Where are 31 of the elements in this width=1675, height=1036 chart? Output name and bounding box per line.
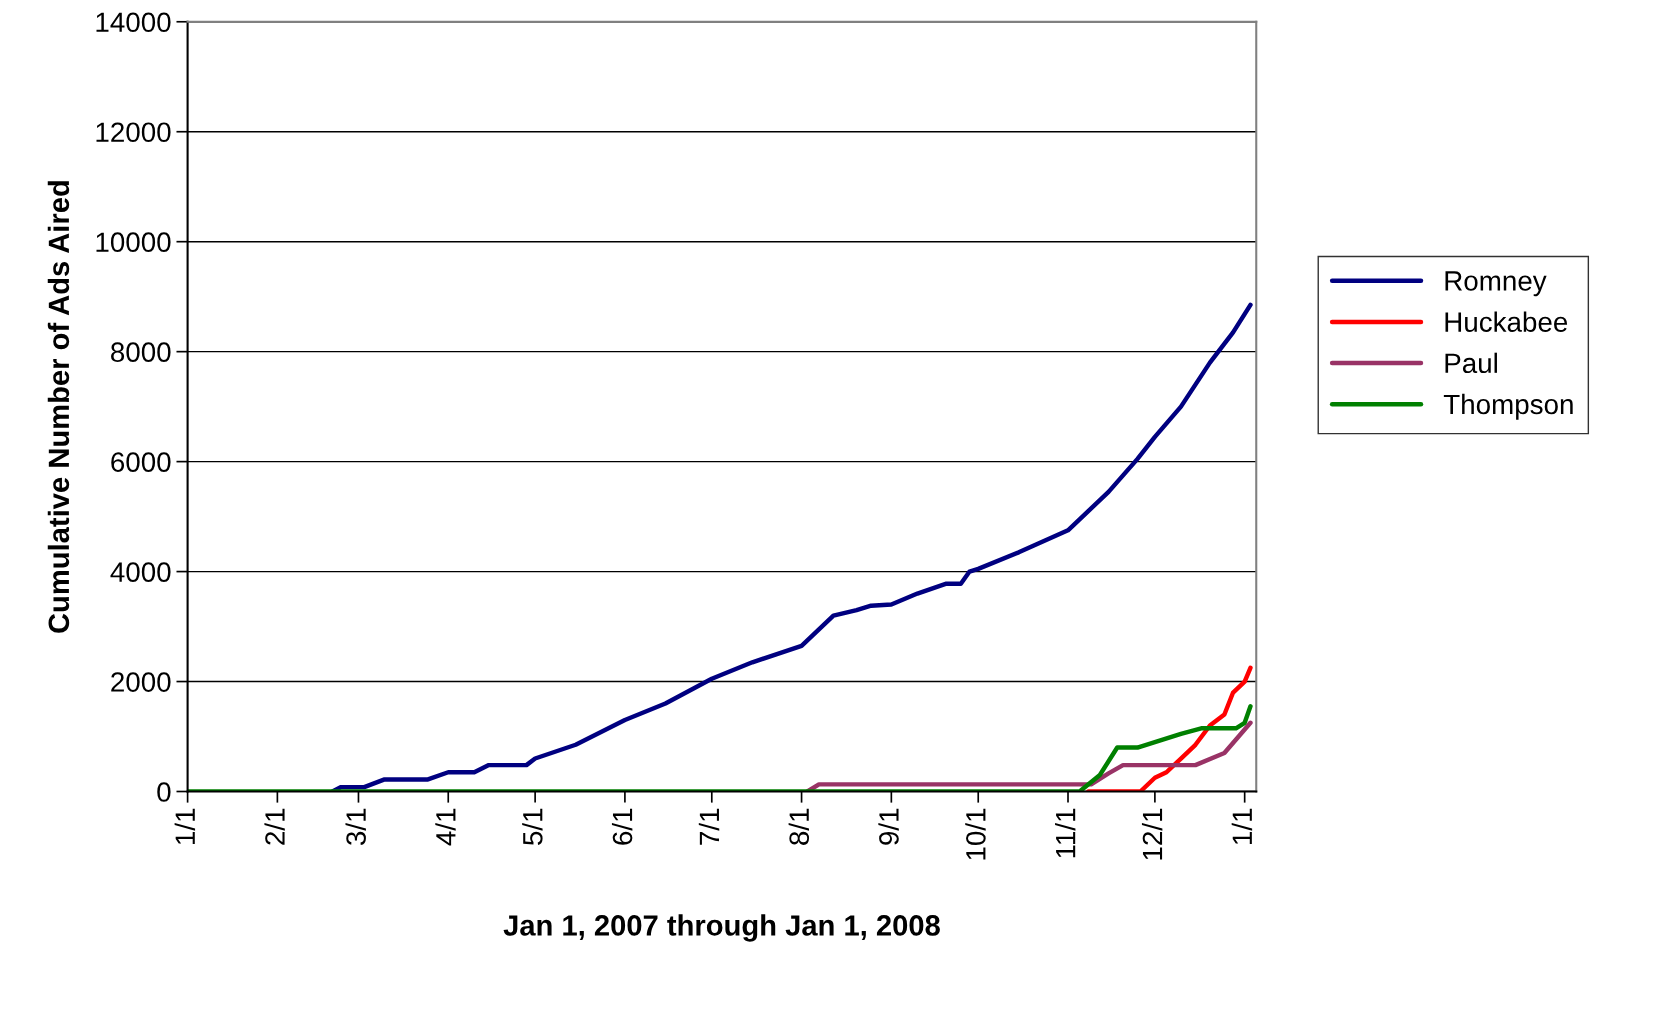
legend-label: Thompson bbox=[1443, 393, 1573, 420]
line-series bbox=[330, 302, 1253, 792]
x-tick-label: 6/1 bbox=[611, 808, 633, 845]
x-tick-label: 11/1 bbox=[1055, 808, 1076, 858]
y-tick-label: 2000 bbox=[111, 672, 171, 692]
x-tick-label: 9/1 bbox=[878, 808, 899, 845]
x-tick-label: 4/1 bbox=[435, 808, 456, 846]
x-tick-label: 1/1 bbox=[174, 808, 196, 844]
legend-label: Paul bbox=[1445, 352, 1497, 374]
x-tick-label: 12/1 bbox=[1141, 808, 1163, 860]
x-tick-label: 3/1 bbox=[345, 808, 366, 846]
legend-label: Huckabee bbox=[1445, 311, 1568, 332]
x-tick-label: 8/1 bbox=[788, 808, 810, 845]
y-tick-label: 6000 bbox=[111, 452, 171, 472]
y-tick-label: 14000 bbox=[96, 12, 171, 33]
line-series bbox=[1086, 665, 1253, 792]
x-tick-label: 2/1 bbox=[264, 808, 285, 845]
x-tick-label: 5/1 bbox=[522, 808, 543, 845]
line-series bbox=[805, 720, 1253, 792]
x-tick-label: 1/1 bbox=[1231, 808, 1253, 844]
x-tick-label: 7/1 bbox=[698, 808, 720, 845]
y-tick-label: 12000 bbox=[96, 122, 171, 143]
legend-label: Romney bbox=[1445, 271, 1547, 297]
y-tick-label: 0 bbox=[157, 782, 171, 802]
y-tick-label: 10000 bbox=[96, 232, 171, 253]
y-tick-label: 8000 bbox=[111, 342, 171, 362]
y-axis-title: Cumulative Number of Ads Aired bbox=[47, 181, 70, 633]
line-series bbox=[187, 704, 1253, 792]
x-axis-title: Jan 1, 2007 through Jan 1, 2008 bbox=[503, 914, 940, 942]
y-tick-label: 4000 bbox=[110, 562, 171, 582]
x-tick-label: 10/1 bbox=[965, 808, 986, 860]
